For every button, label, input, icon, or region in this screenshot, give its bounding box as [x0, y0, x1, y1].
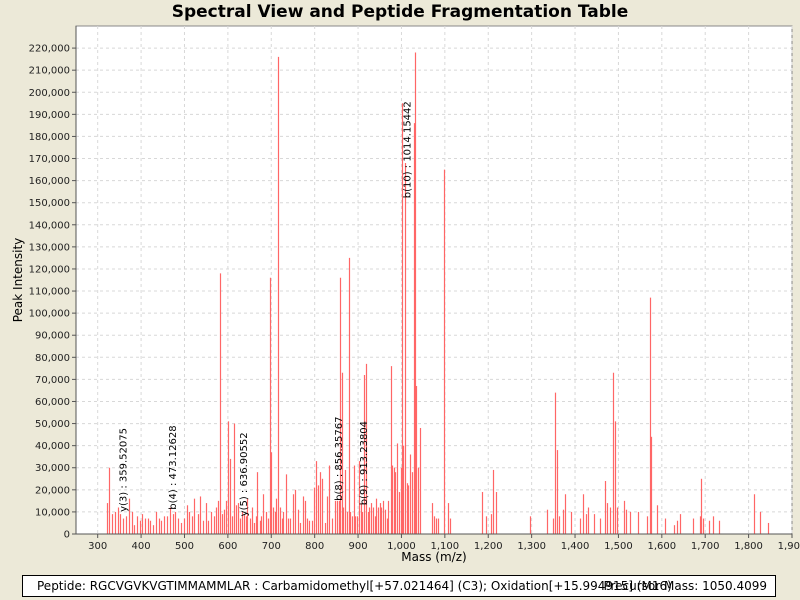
- peptide-info-bar: Peptide: RGCVGVKVGTIMMAMMLAR : Carbamido…: [22, 575, 776, 597]
- x-tick-label: 1,300: [517, 541, 546, 552]
- y-tick-label: 130,000: [29, 242, 70, 253]
- peak-annotation: y(5) : 636.90552: [239, 432, 250, 516]
- x-axis: 300 400 500 600 700 800 900 1,000 1,100 1,200 1,30…: [76, 533, 800, 552]
- x-tick-label: 1,100: [431, 541, 460, 552]
- x-tick-label: 1,200: [474, 541, 503, 552]
- y-tick-label: 40,000: [35, 441, 70, 452]
- spectrum-chart: y(3) : 359.52075 b(4) : 473.12628 y(5) : 6…: [11, 25, 800, 564]
- peak-annotation: y(3) : 359.52075: [119, 428, 130, 512]
- y-axis: 0 10,000 20,000 30,000 40,000 50,000 60,000 70,…: [29, 26, 77, 541]
- x-tick-label: 1,700: [691, 541, 720, 552]
- x-tick-label: 400: [132, 541, 151, 552]
- y-tick-label: 140,000: [29, 220, 70, 231]
- y-tick-label: 50,000: [35, 419, 70, 430]
- plot-area: [75, 25, 793, 535]
- y-tick-label: 80,000: [35, 353, 70, 364]
- y-tick-label: 200,000: [29, 88, 70, 99]
- precursor-mass: Precursor Mass: 1050.4099: [603, 579, 767, 593]
- peak-annotation: b(10) : 1014.15442: [403, 101, 414, 198]
- x-tick-label: 900: [349, 541, 368, 552]
- peptide-sequence: Peptide: RGCVGVKVGTIMMAMMLAR : Carbamido…: [37, 579, 672, 593]
- y-tick-label: 30,000: [35, 463, 70, 474]
- peak-annotation: b(4) : 473.12628: [168, 425, 179, 509]
- peak-annotation: b(9) : 913.23804: [359, 421, 370, 505]
- y-tick-label: 180,000: [29, 132, 70, 143]
- y-tick-label: 120,000: [29, 264, 70, 275]
- x-tick-label: 600: [218, 541, 237, 552]
- x-tick-label: 800: [305, 541, 324, 552]
- x-tick-label: 1,800: [734, 541, 763, 552]
- chart-title: Spectral View and Peptide Fragmentation …: [171, 2, 629, 22]
- y-tick-label: 70,000: [35, 375, 70, 386]
- y-tick-label: 60,000: [35, 397, 70, 408]
- annotations: y(3) : 359.52075 b(4) : 473.12628 y(5) : 6…: [119, 101, 414, 516]
- grid-lines: [76, 26, 793, 534]
- x-tick-label: 1,400: [561, 541, 590, 552]
- y-tick-label: 220,000: [29, 44, 70, 55]
- y-tick-label: 100,000: [29, 309, 70, 320]
- x-tick-label: 1,900: [778, 541, 800, 552]
- x-axis-label: Mass (m/z): [401, 550, 466, 564]
- x-tick-label: 1,600: [647, 541, 676, 552]
- y-tick-label: 210,000: [29, 66, 70, 77]
- y-tick-label: 160,000: [29, 176, 70, 187]
- y-tick-label: 20,000: [35, 485, 70, 496]
- x-tick-label: 1,000: [387, 541, 416, 552]
- peak-annotation: b(8) : 856.35767: [334, 417, 345, 501]
- y-tick-label: 90,000: [35, 331, 70, 342]
- x-tick-label: 300: [88, 541, 107, 552]
- y-tick-label: 10,000: [35, 507, 70, 518]
- y-axis-label: Peak Intensity: [11, 238, 25, 323]
- x-tick-label: 1,500: [604, 541, 633, 552]
- x-tick-label: 700: [262, 541, 281, 552]
- y-tick-label: 150,000: [29, 198, 70, 209]
- x-tick-label: 500: [175, 541, 194, 552]
- y-tick-label: 110,000: [29, 287, 70, 298]
- y-tick-label: 170,000: [29, 154, 70, 165]
- y-tick-label: 0: [64, 530, 70, 541]
- y-tick-label: 190,000: [29, 110, 70, 121]
- peak-series: [106, 52, 770, 534]
